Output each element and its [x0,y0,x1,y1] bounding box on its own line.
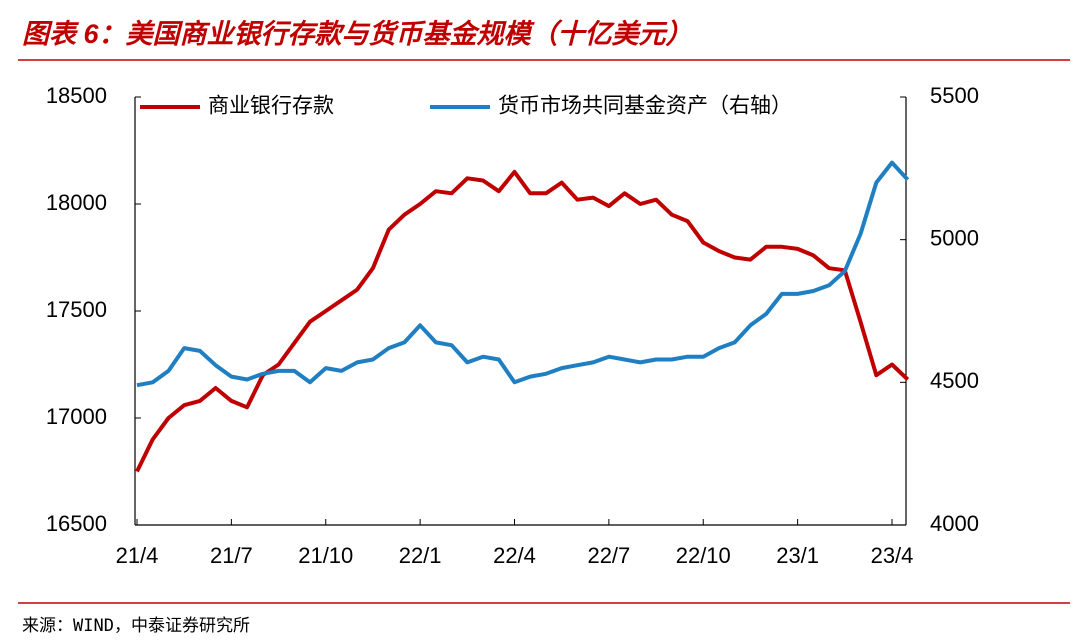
x-tick-label: 22/7 [587,543,630,568]
x-tick-label: 23/1 [776,543,819,568]
source: 来源：WIND，中泰证券研究所 [22,616,250,636]
x-tick-label: 22/10 [676,543,731,568]
y2-tick-label: 4000 [930,511,979,536]
y2-tick-label: 5000 [930,225,979,250]
x-tick-label: 22/1 [399,543,442,568]
y-tick-label: 17500 [46,297,107,322]
x-tick-label: 22/4 [493,543,536,568]
x-tick-label: 21/4 [116,543,159,568]
x-tick-label: 21/7 [210,543,253,568]
legend-label: 商业银行存款 [208,95,334,118]
y-tick-label: 16500 [46,511,107,536]
y2-tick-label: 4500 [930,368,979,393]
y2-tick-label: 5500 [930,83,979,108]
legend-label: 货币市场共同基金资产（右轴） [498,95,792,118]
x-tick-label: 21/10 [298,543,353,568]
chart-title: 图表 6：美国商业银行存款与货币基金规模（十亿美元） [22,19,693,49]
series-line [136,160,910,388]
series-line [135,169,910,473]
y-tick-label: 18500 [46,83,107,108]
y-tick-label: 17000 [46,404,107,429]
y-tick-label: 18000 [46,190,107,215]
x-tick-label: 23/4 [871,543,914,568]
